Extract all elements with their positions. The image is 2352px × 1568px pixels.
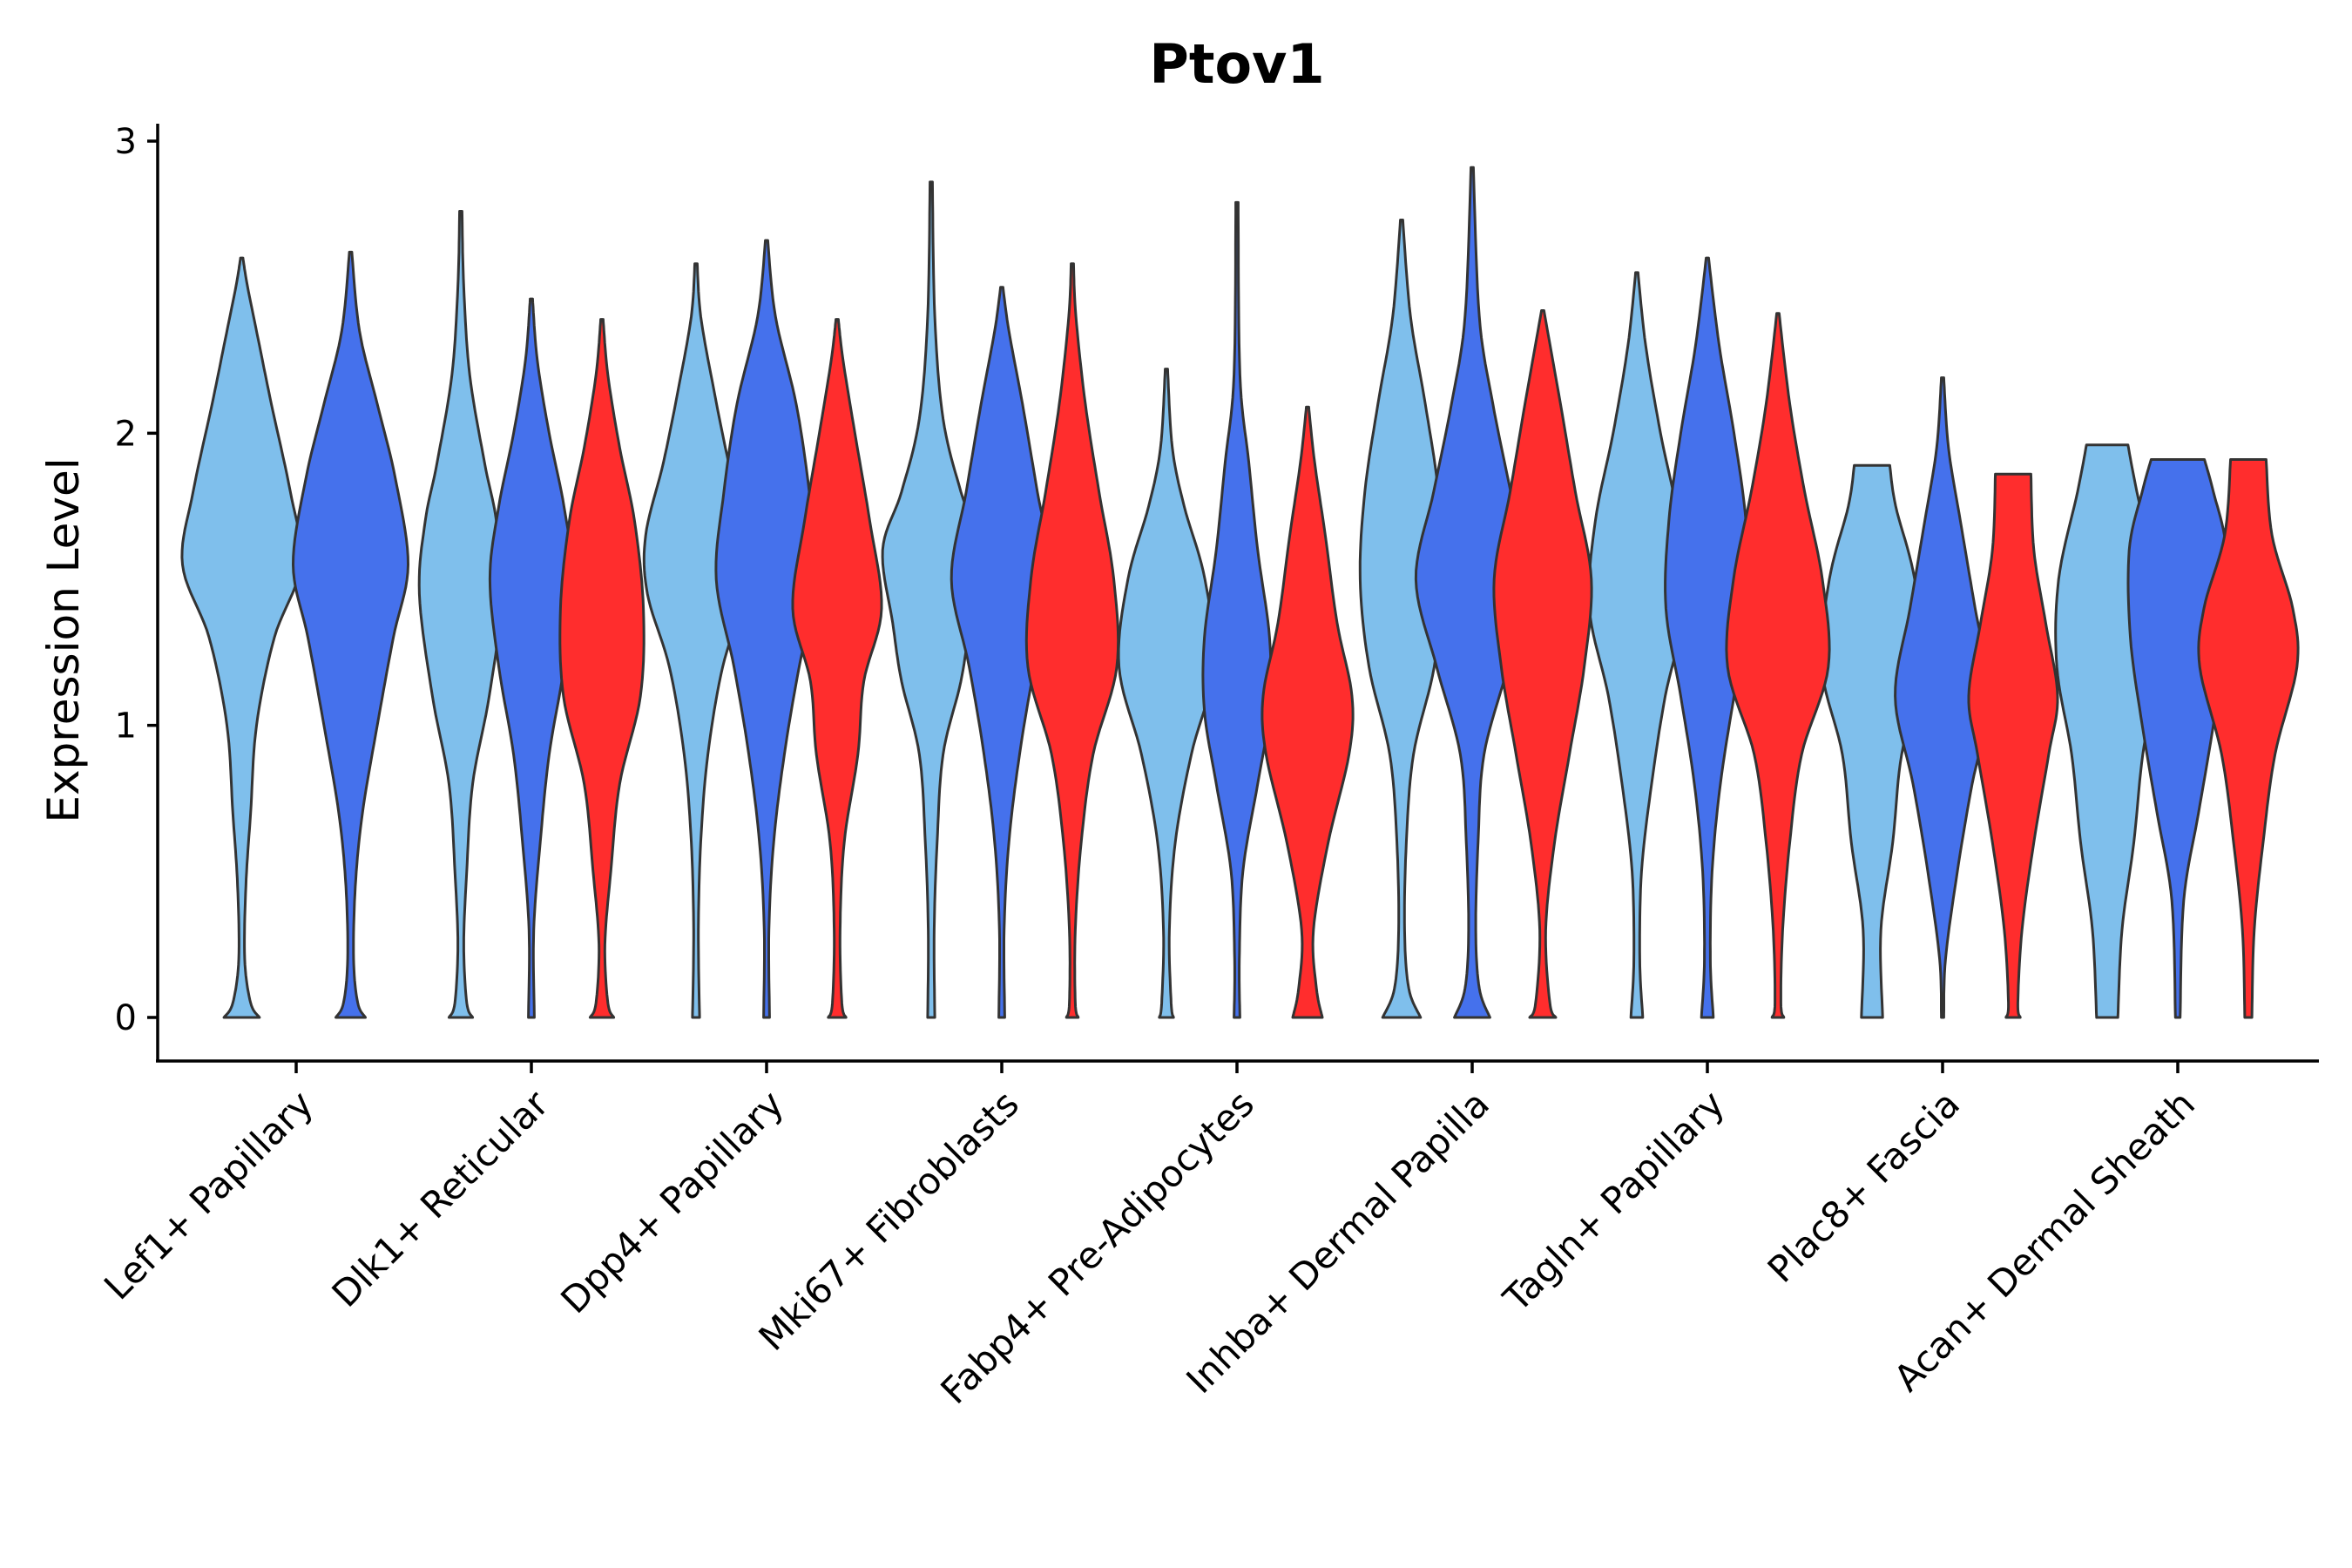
violin-group-2-tagln-papillary — [1664, 256, 1751, 1019]
y-tick-label: 2 — [115, 414, 137, 454]
x-tick-label: Plac8+ Fascia — [1760, 1082, 1968, 1290]
violins-layer — [180, 166, 2300, 1019]
x-tick-label: Mki67+ Fibroblasts — [751, 1082, 1027, 1358]
y-tick-label: 3 — [115, 122, 137, 162]
violin-group-2-dpp4-papillary — [714, 239, 819, 1019]
x-tick-label: Dpp4+ Papillary — [552, 1082, 792, 1321]
violin-group-2-fabp4-pre-adipocytes — [1201, 200, 1273, 1019]
y-ticks: 0 1 2 3 — [115, 122, 158, 1038]
violin-group-3-dlk1-reticular — [558, 318, 645, 1019]
violin-group-1-dlk1-reticular — [417, 210, 504, 1019]
y-tick-label: 1 — [115, 706, 137, 747]
violin-group-3-acan-dermal-sheath — [2197, 458, 2300, 1019]
violin-group-2-inhba-dermal-papilla — [1414, 166, 1531, 1019]
x-tick-label: Dlk1+ Reticular — [324, 1082, 558, 1315]
violin-group-3-fabp4-pre-adipocytes — [1260, 405, 1355, 1019]
violin-group-3-inhba-dermal-papilla — [1492, 309, 1593, 1019]
y-axis-label: Expression Level — [38, 457, 89, 822]
violin-group-1-lef1-papillary — [180, 256, 303, 1019]
violin-group-2-plac8-fascia — [1894, 376, 1991, 1019]
violin-group-2-mki67-fibroblasts — [950, 286, 1054, 1019]
violin-group-1-tagln-papillary — [1587, 271, 1686, 1019]
violin-group-2-acan-dermal-sheath — [2126, 458, 2229, 1019]
violin-group-3-mki67-fibroblasts — [1024, 262, 1120, 1019]
x-tick-label: Lef1+ Papillary — [96, 1082, 321, 1308]
violin-group-2-dlk1-reticular — [488, 297, 575, 1019]
violin-group-1-dpp4-papillary — [642, 262, 750, 1019]
violin-group-1-inhba-dermal-papilla — [1358, 219, 1445, 1019]
violin-group-3-tagln-papillary — [1725, 312, 1831, 1019]
violin-group-1-fabp4-pre-adipocytes — [1117, 368, 1216, 1019]
y-tick-label: 0 — [115, 998, 137, 1038]
violin-group-2-lef1-papillary — [292, 250, 409, 1019]
violin-group-1-mki67-fibroblasts — [881, 180, 982, 1019]
violin-group-3-plac8-fascia — [1967, 472, 2059, 1019]
chart-title: Ptov1 — [1149, 32, 1324, 96]
violin-group-3-dpp4-papillary — [791, 318, 883, 1019]
x-tick-label: Tagln+ Papillary — [1495, 1082, 1733, 1320]
violin-group-1-plac8-fascia — [1820, 463, 1924, 1019]
